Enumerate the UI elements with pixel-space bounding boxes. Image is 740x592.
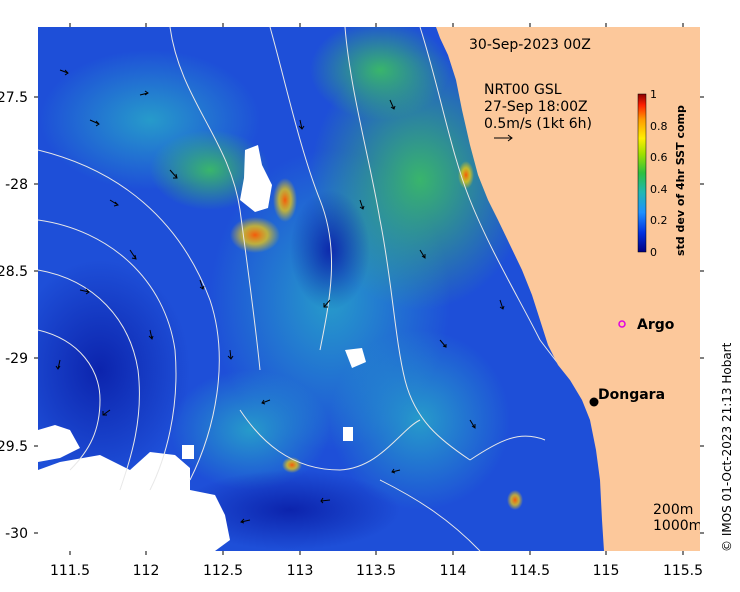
current-arrow [139,90,149,96]
meander-contour [379,479,481,551]
current-arrow [79,288,90,295]
ring-contour [38,219,177,491]
x-tick-label: 114.5 [510,563,550,579]
current-arrow [109,199,119,207]
current-time-label: 27-Sep 18:00Z [484,99,588,115]
y-axis: -27.5 -28 -28.5 -29 -29.5 -30 [0,90,38,542]
current-arrow [129,249,137,260]
colorbar-tick-0.2: 0.2 [650,214,668,227]
sst-dark-patch [290,190,370,310]
x-tick-label: 113.5 [356,563,396,579]
y-tick-label: -28 [5,177,28,193]
colorbar-tick-1: 1 [650,88,657,101]
cloud-mask [345,348,366,368]
current-arrow [389,99,396,110]
current-arrow [59,69,69,76]
x-tick-label: 112.5 [203,563,243,579]
argo-marker [618,320,626,328]
date-label: 30-Sep-2023 00Z [469,37,591,53]
credit-label: © IMOS 01-Oct-2023 21:13 Hobart [720,342,734,552]
colorbar-tick-0.8: 0.8 [650,120,668,133]
scale-arrow-icon [494,134,513,142]
argo-label: Argo [637,317,675,333]
depth-contour-1000m [344,27,471,461]
ring-contour [38,149,220,481]
colorbar-title: std dev of 4hr SST comp [674,105,687,256]
meander-contour [239,409,421,471]
current-arrow [240,518,251,524]
sst-hot-patch [507,490,523,510]
place-markers: Argo Dongara [589,317,675,407]
current-vectors [55,69,505,524]
sst-hot-patch [273,178,297,222]
y-tick-label: -28.5 [0,264,28,280]
y-tick-label: -29 [5,351,28,367]
sst-hot-patch [230,217,280,253]
current-scale-label: 0.5m/s (1kt 6h) [484,116,592,132]
dongara-label: Dongara [598,387,665,403]
sst-green-patch [310,27,450,120]
x-tick-label: 111.5 [50,563,90,579]
current-arrow [261,399,271,405]
colorbar-tick-0.4: 0.4 [650,183,668,196]
current-arrow [148,329,154,340]
current-arrow [298,119,305,130]
y-tick-label: -27.5 [0,90,28,106]
meander-contour [469,435,546,461]
current-arrow [227,349,234,360]
x-tick-label: 114 [440,563,467,579]
dongara-marker [589,397,599,407]
cloud-mask [240,145,272,212]
y-axis-right-ticks [700,96,704,534]
x-axis: 111.5 112 112.5 113 113.5 114 114.5 115 … [50,23,703,579]
land-area [436,27,700,551]
sst-dark-patch [180,470,400,550]
x-tick-label: 112 [133,563,160,579]
current-arrow [419,249,426,259]
ring-contour [38,329,101,471]
y-tick-label: -30 [5,526,28,542]
cloud-mask [182,445,194,459]
sst-dark-patch [38,260,190,480]
meander-contour [169,27,261,371]
ring-contour [38,269,140,491]
colorbar-tick-0.6: 0.6 [650,151,668,164]
colorbar-tick-0: 0 [650,246,657,259]
current-arrow [469,419,476,429]
sst-green-patch [150,130,270,210]
current-arrow [55,359,61,370]
current-arrow [89,119,100,127]
y-tick-label: -29.5 [0,439,28,455]
depth-legend-200m: 200m [653,502,693,518]
current-source-label: NRT00 GSL [484,82,562,98]
current-arrow [391,468,401,474]
current-arrow [169,169,178,179]
cloud-mask [38,425,80,462]
x-tick-label: 113 [287,563,314,579]
current-arrow [439,339,447,348]
x-tick-label: 115.5 [663,563,703,579]
current-arrow [499,299,505,310]
cloud-mask [38,452,230,551]
current-arrow [102,409,111,416]
sst-hot-patch [458,161,474,189]
cloud-mask [343,427,353,441]
x-tick-label: 115 [593,563,620,579]
current-arrow [323,299,331,308]
current-arrow [199,279,205,290]
colorbar [637,93,647,253]
current-arrow [359,199,365,210]
depth-legend-1000m: 1000m [653,518,702,534]
current-arrow [320,497,331,504]
map-plot-area: Argo Dongara 30-Sep-2023 00Z NRT00 GSL 2… [38,27,702,551]
